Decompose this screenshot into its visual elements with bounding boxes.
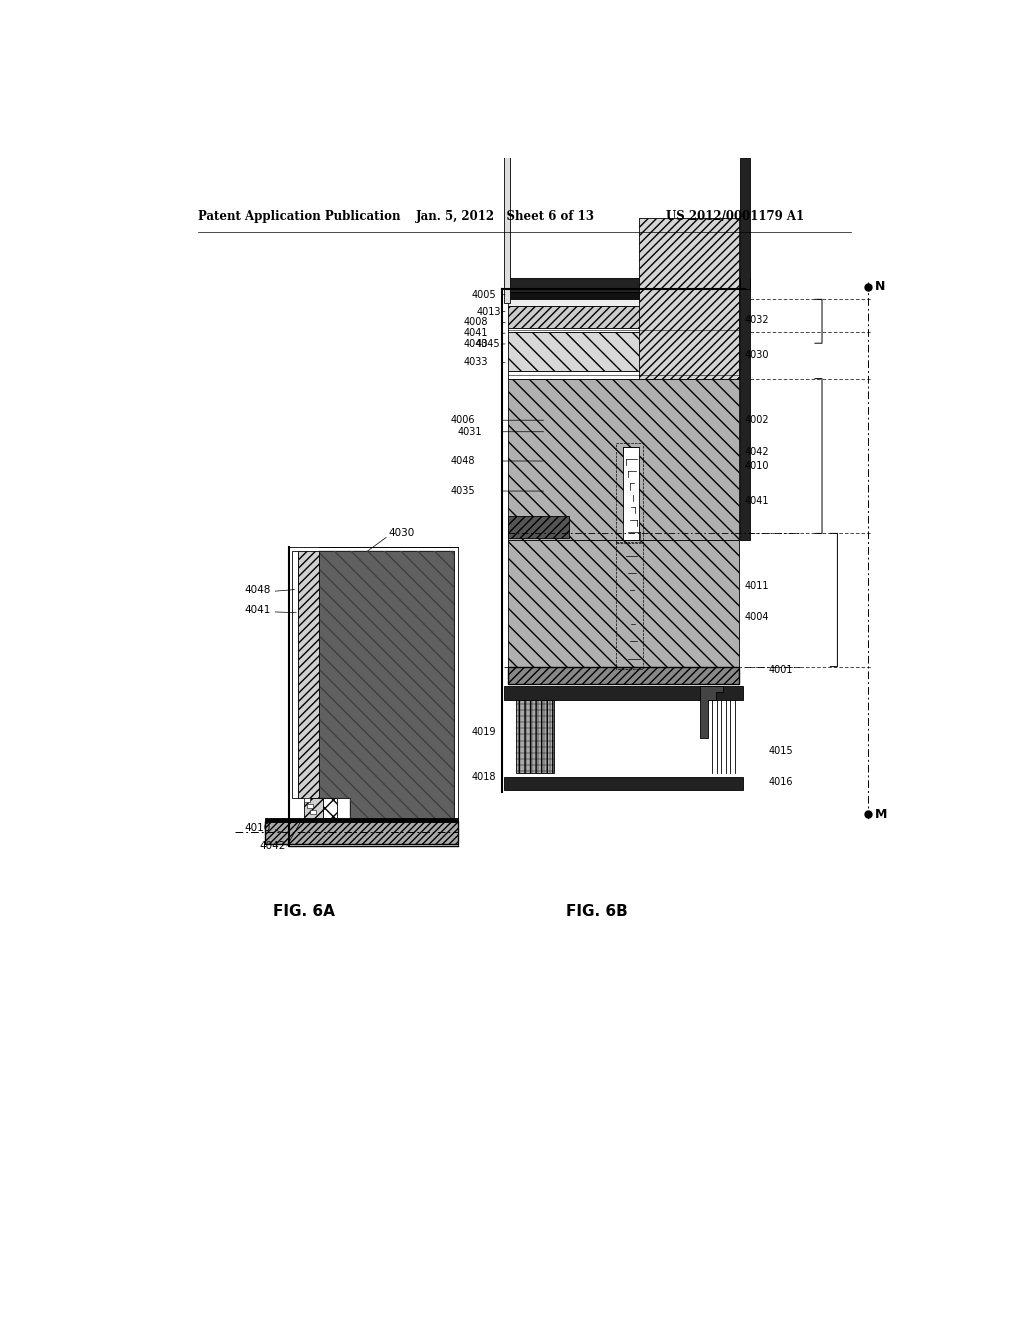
Text: 4008: 4008 (463, 317, 487, 327)
Bar (624, 447, 639, 540)
Bar (508, 327, 739, 333)
Text: 4001: 4001 (768, 665, 793, 676)
Bar (639, 218, 739, 379)
Bar (310, 810, 316, 814)
Text: 4041: 4041 (245, 606, 271, 615)
Text: 4043: 4043 (463, 339, 487, 348)
Text: 4016: 4016 (768, 777, 793, 787)
Bar (515, 700, 554, 774)
Bar (307, 804, 313, 808)
Bar (508, 371, 739, 379)
Text: 4042: 4042 (745, 446, 770, 457)
Text: M: M (874, 808, 887, 821)
Text: 4033: 4033 (463, 358, 487, 367)
Bar (304, 797, 310, 803)
Text: 4030: 4030 (745, 350, 769, 360)
Text: 4032: 4032 (745, 315, 770, 325)
Text: 4004: 4004 (745, 611, 769, 622)
Text: 4015: 4015 (768, 746, 793, 756)
Bar (508, 333, 739, 371)
Polygon shape (319, 552, 454, 821)
Bar (508, 277, 739, 292)
Bar (508, 516, 569, 539)
Text: 4010: 4010 (245, 824, 270, 833)
Bar (508, 379, 739, 540)
Bar (508, 540, 739, 667)
Text: 4019: 4019 (472, 727, 497, 737)
Polygon shape (700, 686, 724, 738)
Text: FIG. 6A: FIG. 6A (273, 904, 335, 919)
Text: 4011: 4011 (745, 581, 769, 591)
Bar (508, 667, 739, 684)
Text: Jan. 5, 2012   Sheet 6 of 13: Jan. 5, 2012 Sheet 6 of 13 (416, 210, 595, 223)
Text: 4048: 4048 (451, 455, 474, 466)
Text: 4013: 4013 (477, 306, 502, 317)
Text: 4018: 4018 (472, 772, 497, 781)
Bar (740, 277, 750, 540)
Text: 4030: 4030 (388, 528, 415, 539)
Bar (504, 0, 510, 304)
Bar (508, 300, 739, 306)
Text: 4006: 4006 (451, 416, 474, 425)
Bar (508, 306, 739, 327)
Text: 4041: 4041 (745, 496, 769, 506)
Text: 4005: 4005 (472, 289, 497, 300)
Text: FIG. 6B: FIG. 6B (565, 904, 628, 919)
Text: 4002: 4002 (745, 416, 770, 425)
Bar (265, 821, 458, 843)
Text: 4045: 4045 (475, 339, 500, 348)
Text: 4041: 4041 (463, 329, 487, 338)
Text: N: N (874, 280, 885, 293)
Bar (508, 292, 739, 300)
Bar (298, 552, 319, 797)
Text: Patent Application Publication: Patent Application Publication (199, 210, 400, 223)
Text: US 2012/0001179 A1: US 2012/0001179 A1 (666, 210, 804, 223)
Bar (740, 158, 750, 289)
Bar (265, 818, 458, 822)
Bar (304, 797, 323, 821)
Text: 4042: 4042 (260, 841, 287, 851)
Bar (504, 686, 742, 700)
Bar (323, 797, 337, 818)
Text: 4048: 4048 (245, 585, 271, 594)
Text: 4031: 4031 (458, 426, 482, 437)
Text: 4035: 4035 (451, 486, 475, 496)
Bar (292, 552, 298, 797)
Text: 4010: 4010 (745, 462, 769, 471)
Bar (504, 776, 742, 789)
